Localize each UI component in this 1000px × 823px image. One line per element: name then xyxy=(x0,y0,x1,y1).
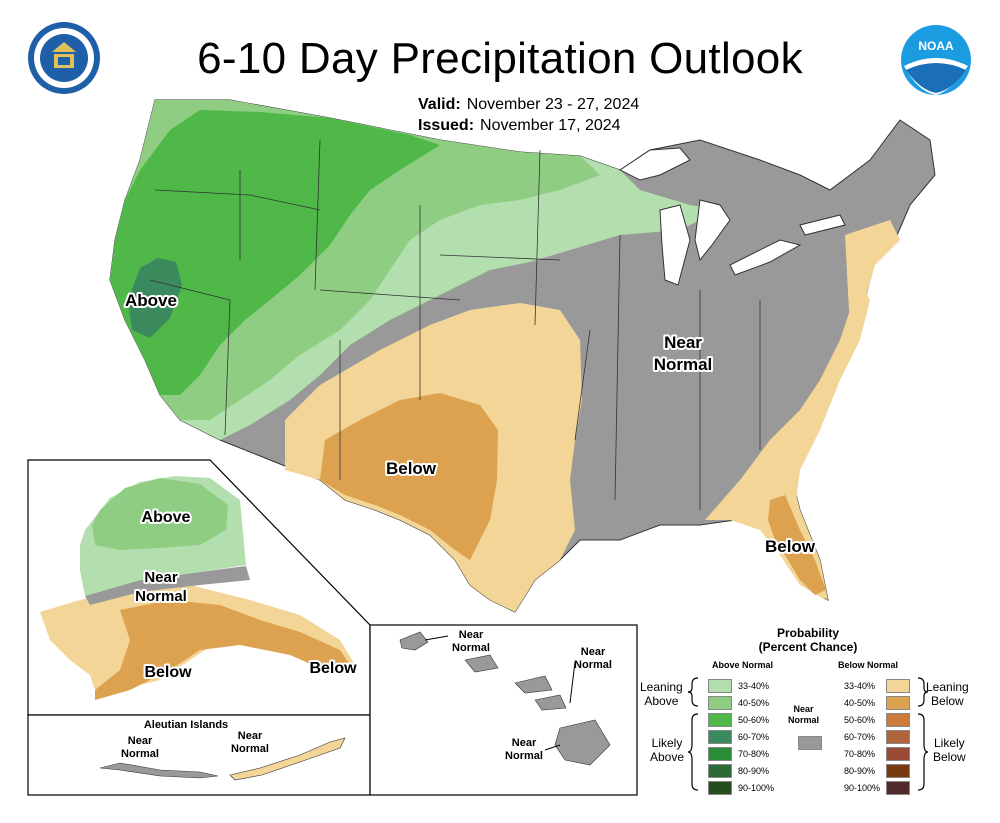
legend-above-range-6: 90-100% xyxy=(738,783,775,793)
legend-below-swatch-6 xyxy=(886,781,910,795)
legend-below-range-0: 33-40% xyxy=(844,681,876,691)
legend-title-1: Probability xyxy=(776,626,839,640)
aleutian-title: Aleutian Islands xyxy=(144,719,228,731)
label-above-west: Above xyxy=(125,291,177,310)
legend-above-swatch-2 xyxy=(708,713,732,727)
legend-above-swatch-6 xyxy=(708,781,732,795)
legend-below-range-1: 40-50% xyxy=(844,698,876,708)
aleutian-near1-b: Normal xyxy=(121,748,159,760)
legend-above-swatch-1 xyxy=(708,696,732,710)
below-33-40-southeast-region xyxy=(705,280,870,600)
legend-below-swatch-4 xyxy=(886,747,910,761)
hawaii-near2-a: Near xyxy=(581,646,606,658)
legend-below-range-5: 80-90% xyxy=(844,766,876,776)
legend-below-range-6: 90-100% xyxy=(844,783,881,793)
legend-braces xyxy=(687,677,929,791)
legend-likely-below-2: Below xyxy=(933,750,966,764)
hawaii-near1-a: Near xyxy=(459,629,484,641)
legend-below-range-4: 70-80% xyxy=(844,749,876,759)
dates-block: Valid: November 23 - 27, 2024 Issued: Nove… xyxy=(418,94,639,136)
aleutian-near2-a: Near xyxy=(238,730,263,742)
hawaii-near1-b: Normal xyxy=(452,642,490,654)
label-near-2: Normal xyxy=(654,355,713,374)
below-40-50-florida-region xyxy=(768,495,826,595)
label-below-south: Below xyxy=(386,459,437,478)
valid-label: Valid: xyxy=(418,96,461,113)
legend-likely-above-2: Above xyxy=(650,750,685,764)
legend-leaning-above: Leaning Above xyxy=(640,680,683,708)
legend-above-swatch-3 xyxy=(708,730,732,744)
aleutian-islands-shape xyxy=(229,737,346,781)
hawaii-islands xyxy=(399,631,611,766)
alaska-label-below-1: Below xyxy=(144,664,192,681)
legend-near-label-2: Normal xyxy=(788,715,820,725)
legend-below-range-2: 50-60% xyxy=(844,715,876,725)
legend-likely-below: Likely Below xyxy=(933,736,966,764)
legend-above-range-5: 80-90% xyxy=(738,766,770,776)
legend-near-label: Near Normal xyxy=(788,704,819,726)
issued-label: Issued: xyxy=(418,117,475,134)
legend-likely-below-1: Likely xyxy=(934,736,965,750)
legend-near-swatch xyxy=(798,736,822,750)
hawaii-near2-b: Normal xyxy=(574,659,612,671)
legend-leaning-below-2: Below xyxy=(931,694,964,708)
hawaii-near3-b: Normal xyxy=(505,750,543,762)
page-title: 6-10 Day Precipitation Outlook xyxy=(197,34,803,83)
alaska-label-below-2: Below xyxy=(309,660,357,677)
legend-above-swatch-0 xyxy=(708,679,732,693)
legend-leaning-below-1: Leaning xyxy=(926,680,969,694)
commerce-seal-icon xyxy=(28,22,100,94)
legend-below-swatch-0 xyxy=(886,679,910,693)
legend-below-range-3: 60-70% xyxy=(844,732,876,742)
alaska-label-near-1: Near xyxy=(144,569,178,586)
legend-below-header: Below Normal xyxy=(838,660,899,670)
legend-title: Probability (Percent Chance) xyxy=(628,626,988,654)
alaska-label-near-2: Normal xyxy=(135,588,187,605)
noaa-logo-text: NOAA xyxy=(918,39,954,53)
legend-title-2: (Percent Chance) xyxy=(758,640,858,654)
aleutian-near1-a: Near xyxy=(128,735,153,747)
label-below-florida: Below xyxy=(765,537,816,556)
alaska-near-region xyxy=(85,566,250,605)
legend-below-swatch-2 xyxy=(886,713,910,727)
legend-above-range-0: 33-40% xyxy=(738,681,770,691)
aleutian-near-islands xyxy=(99,762,219,779)
legend-likely-above-1: Likely xyxy=(651,736,683,750)
legend-likely-above: Likely Above xyxy=(650,736,684,764)
hawaii-inset-frame xyxy=(369,624,638,796)
legend-near-label-1: Near xyxy=(793,704,814,714)
great-lakes xyxy=(619,147,846,286)
legend-below-swatch-3 xyxy=(886,730,910,744)
valid-value: November 23 - 27, 2024 xyxy=(466,96,640,113)
legend-leaning-below: Leaning Below xyxy=(926,680,969,708)
noaa-logo-icon: NOAA xyxy=(901,25,971,95)
alaska-label-above: Above xyxy=(142,509,191,526)
legend-above-range-3: 60-70% xyxy=(738,732,770,742)
legend-below-swatch-1 xyxy=(886,696,910,710)
legend-above-range-1: 40-50% xyxy=(738,698,770,708)
legend-above-swatch-4 xyxy=(708,747,732,761)
legend-below-swatch-5 xyxy=(886,764,910,778)
legend-above-header: Above Normal xyxy=(712,660,774,670)
legend-leaning-above-1: Leaning xyxy=(640,680,683,694)
above-60-70-region xyxy=(128,258,182,338)
legend-above-swatch-5 xyxy=(708,764,732,778)
legend-leaning-above-2: Above xyxy=(644,694,679,708)
hawaii-near3-a: Near xyxy=(512,737,537,749)
legend-above-range-4: 70-80% xyxy=(738,749,770,759)
below-40-50-region xyxy=(320,393,498,560)
legend-above-range-2: 50-60% xyxy=(738,715,770,725)
state-borders xyxy=(149,139,761,510)
above-50-60-region xyxy=(110,110,440,395)
probability-legend: Probability (Percent Chance) Above Norma… xyxy=(628,624,988,795)
alaska-above-40-region xyxy=(92,478,228,550)
issued-value: November 17, 2024 xyxy=(480,117,621,134)
aleutian-near2-b: Normal xyxy=(231,743,269,755)
alaska-below-40-region xyxy=(95,600,355,700)
label-near-1: Near xyxy=(664,333,702,352)
